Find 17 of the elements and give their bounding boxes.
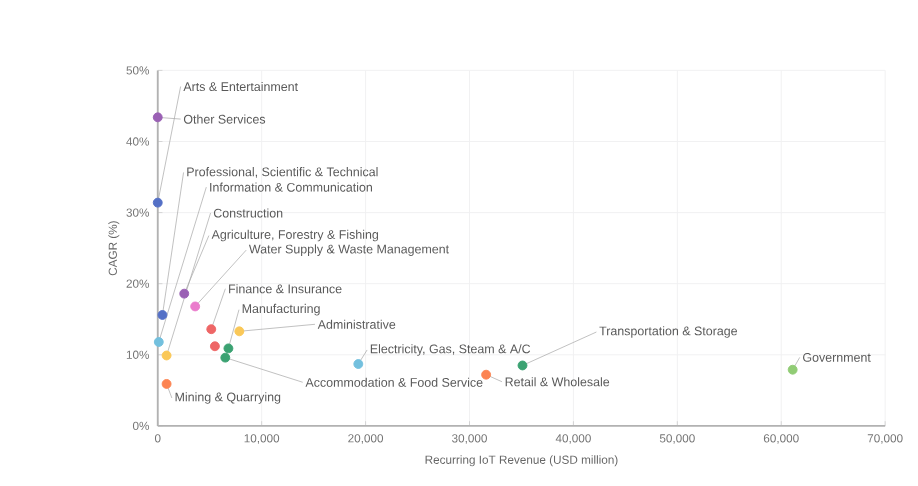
point: [157, 310, 168, 321]
point: [517, 360, 528, 371]
point: [209, 341, 220, 352]
point: [153, 337, 164, 348]
point: [152, 197, 163, 208]
point: [179, 288, 190, 299]
point: [161, 379, 172, 389]
point: [481, 369, 492, 380]
point: [353, 359, 364, 370]
point: [190, 301, 201, 312]
point: [161, 350, 172, 361]
point: [152, 112, 163, 123]
point: [234, 326, 245, 337]
point: [223, 343, 234, 354]
point: [787, 364, 798, 375]
point: [220, 352, 231, 363]
point: [206, 324, 217, 335]
